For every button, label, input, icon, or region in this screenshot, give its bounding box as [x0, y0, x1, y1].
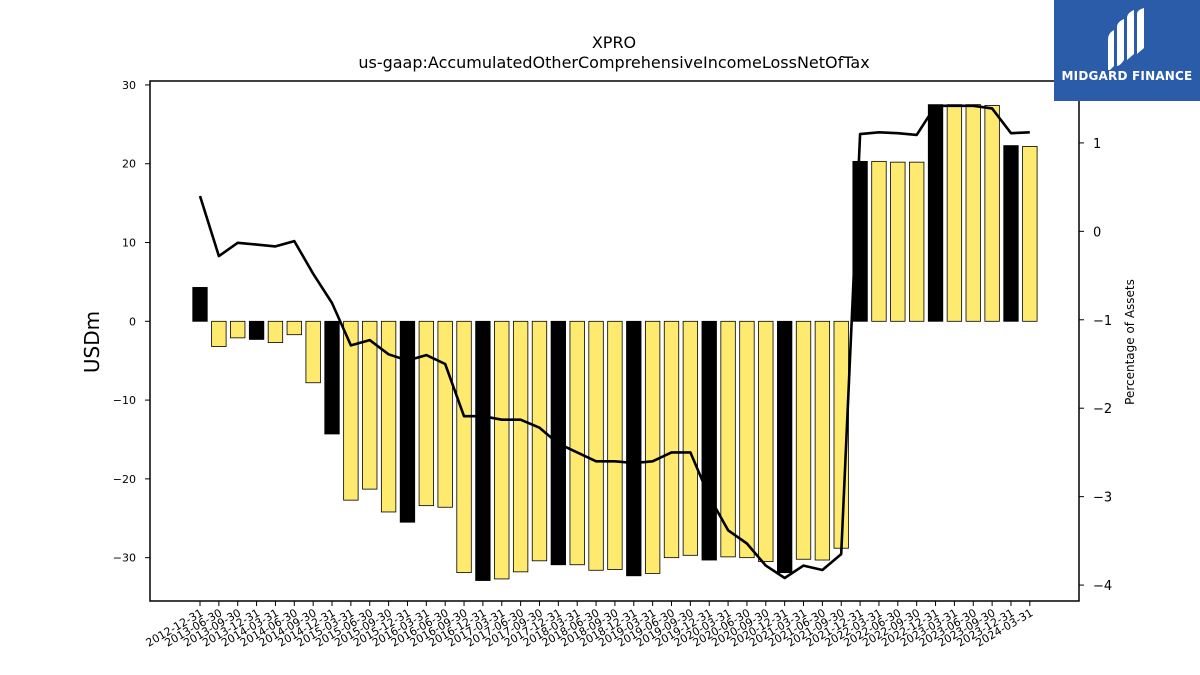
- percentage-line-layer: [198, 104, 1030, 580]
- y2-tick-label: 1: [1093, 137, 1101, 152]
- y-tick-label: 10: [122, 237, 136, 250]
- y2-tick-label: 0: [1093, 225, 1101, 240]
- bar-series: [192, 104, 1038, 581]
- y-axis-left: 30 20 10 0 −10 −20 −30: [113, 79, 150, 565]
- bar-2014-03-31: [267, 320, 284, 343]
- bar-2019-06-30: [663, 320, 680, 559]
- bar-2016-09-30: [456, 320, 472, 574]
- bar-2022-09-30: [909, 161, 925, 322]
- bar-2016-12-31: [475, 320, 491, 581]
- bar-2020-03-31: [720, 320, 736, 558]
- bar-2012-12-31: [192, 287, 208, 322]
- y-tick-label: 20: [122, 158, 136, 171]
- bar-2018-06-30: [588, 320, 604, 571]
- bar-2024-03-31: [1022, 145, 1038, 322]
- x-axis: 2012-12-312013-06-302013-09-302013-12-31…: [144, 601, 1035, 650]
- bar-2017-03-31: [494, 320, 510, 580]
- chart-title: XPRO: [592, 33, 636, 52]
- bar-2020-09-30: [758, 320, 774, 563]
- y-tick-label: −30: [113, 552, 136, 565]
- y-axis-label: USDm: [80, 311, 104, 373]
- bar-2022-03-31: [871, 160, 887, 322]
- bar-2023-03-31: [946, 104, 963, 322]
- bar-2015-09-30: [380, 320, 397, 513]
- bar-2016-06-30: [437, 320, 453, 508]
- bar-2017-09-30: [531, 320, 548, 562]
- y-tick-label: −10: [113, 394, 136, 407]
- y2-tick-label: −4: [1093, 579, 1112, 594]
- bar-2020-12-31: [777, 320, 793, 574]
- bar-2023-09-30: [984, 105, 1000, 322]
- bar-2013-06-30: [211, 320, 227, 347]
- bar-2021-03-31: [795, 320, 812, 560]
- bar-2013-09-30: [230, 320, 246, 339]
- percentage-of-assets-line: [198, 104, 1030, 580]
- y2-axis-label: Percentage of Assets: [1123, 279, 1137, 405]
- midgard-logo-icon: [1108, 8, 1144, 70]
- bar-2019-12-31: [701, 320, 717, 561]
- bar-2014-12-31: [324, 320, 340, 435]
- bar-2018-09-30: [607, 320, 623, 570]
- bar-2015-06-30: [362, 320, 378, 490]
- bar-2018-03-31: [569, 320, 585, 566]
- bar-2022-12-31: [927, 104, 944, 322]
- bar-2016-03-31: [418, 320, 434, 507]
- bar-2022-06-30: [890, 161, 906, 322]
- y-tick-label: 0: [129, 315, 136, 328]
- chart-subtitle: us-gaap:AccumulatedOtherComprehensiveInc…: [358, 53, 869, 72]
- y2-tick-label: −3: [1093, 491, 1112, 506]
- bar-2023-12-31: [1003, 145, 1019, 322]
- y-tick-label: 30: [122, 79, 136, 92]
- y2-tick-label: −2: [1093, 402, 1112, 417]
- bar-2020-06-30: [739, 320, 755, 559]
- bar-2015-03-31: [343, 320, 359, 501]
- y-tick-label: −20: [113, 473, 136, 486]
- bar-2015-12-31: [399, 320, 416, 523]
- bar-2013-12-31: [248, 320, 265, 340]
- bar-2019-09-30: [682, 320, 699, 556]
- bar-2014-06-30: [286, 320, 302, 336]
- bar-2017-06-30: [512, 320, 529, 573]
- brand-logo: MIDGARD FINANCE: [1054, 0, 1200, 101]
- y2-tick-label: −1: [1093, 314, 1112, 329]
- bar-2021-06-30: [814, 320, 831, 561]
- brand-name: MIDGARD FINANCE: [1061, 69, 1193, 83]
- bar-2014-09-30: [305, 320, 321, 384]
- y-axis-right: 1 0 −1 −2 −3 −4: [1079, 137, 1112, 594]
- bar-2018-12-31: [626, 320, 642, 577]
- bar-2023-06-30: [965, 104, 981, 322]
- bar-2019-03-31: [644, 320, 661, 574]
